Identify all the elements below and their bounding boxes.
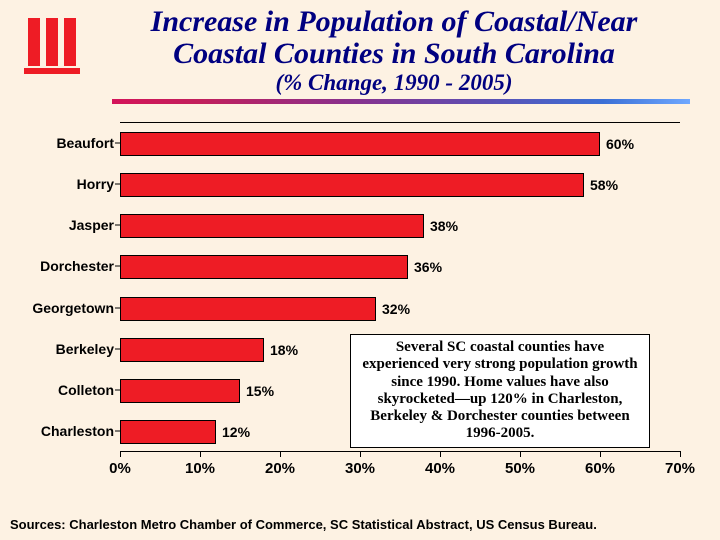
x-axis-tick: [600, 451, 601, 457]
y-axis-tick: [115, 266, 120, 267]
bar-value-label: 12%: [222, 424, 250, 440]
title-line-1: Increase in Population of Coastal/Near: [88, 6, 700, 38]
callout-box: Several SC coastal counties have experie…: [350, 334, 650, 448]
x-axis-tick: [680, 451, 681, 457]
y-axis-label: Dorchester: [30, 258, 114, 274]
bar-value-label: 58%: [590, 177, 618, 193]
bar: [120, 379, 240, 403]
chart: 60% 58% 38% 36% 32% 18% 15% 12% Beaufort Horry Ja…: [30, 122, 690, 482]
bar-value-label: 60%: [606, 136, 634, 152]
y-axis-tick: [115, 183, 120, 184]
x-axis-label: 70%: [665, 460, 695, 477]
y-axis-tick: [115, 390, 120, 391]
x-axis-tick: [440, 451, 441, 457]
x-axis-tick: [360, 451, 361, 457]
bar: [120, 297, 376, 321]
subtitle: (% Change, 1990 - 2005): [88, 71, 700, 95]
y-axis-tick: [115, 225, 120, 226]
x-axis-label: 60%: [585, 460, 615, 477]
title-line-2: Coastal Counties in South Carolina: [88, 38, 700, 70]
title-block: Increase in Population of Coastal/Near C…: [88, 6, 700, 95]
header: Increase in Population of Coastal/Near C…: [0, 0, 720, 95]
x-axis-label: 10%: [185, 460, 215, 477]
x-axis-label: 50%: [505, 460, 535, 477]
y-axis-tick: [115, 142, 120, 143]
bar-value-label: 38%: [430, 218, 458, 234]
y-axis-tick: [115, 348, 120, 349]
bar-value-label: 15%: [246, 383, 274, 399]
x-axis-label: 40%: [425, 460, 455, 477]
x-axis-tick: [200, 451, 201, 457]
y-axis-label: Berkeley: [30, 341, 114, 357]
bar: [120, 420, 216, 444]
y-axis-label: Beaufort: [30, 135, 114, 151]
bar-value-label: 32%: [382, 301, 410, 317]
bar-value-label: 18%: [270, 342, 298, 358]
y-axis-label: Jasper: [30, 217, 114, 233]
bar: [120, 255, 408, 279]
bar-value-label: 36%: [414, 259, 442, 275]
x-axis-tick: [120, 451, 121, 457]
y-axis-label: Georgetown: [30, 300, 114, 316]
bar: [120, 132, 600, 156]
x-axis-label: 0%: [109, 460, 131, 477]
sources-text: Sources: Charleston Metro Chamber of Com…: [10, 517, 597, 532]
bar: [120, 173, 584, 197]
y-axis-label: Charleston: [30, 423, 114, 439]
x-axis-tick: [520, 451, 521, 457]
y-axis-tick: [115, 307, 120, 308]
x-axis-tick: [280, 451, 281, 457]
gradient-divider: [112, 99, 690, 104]
bar: [120, 338, 264, 362]
y-axis-label: Horry: [30, 176, 114, 192]
bar: [120, 214, 424, 238]
logo-icon: [20, 14, 88, 82]
x-axis-label: 30%: [345, 460, 375, 477]
y-axis-tick: [115, 431, 120, 432]
y-axis-label: Colleton: [30, 382, 114, 398]
x-axis-label: 20%: [265, 460, 295, 477]
